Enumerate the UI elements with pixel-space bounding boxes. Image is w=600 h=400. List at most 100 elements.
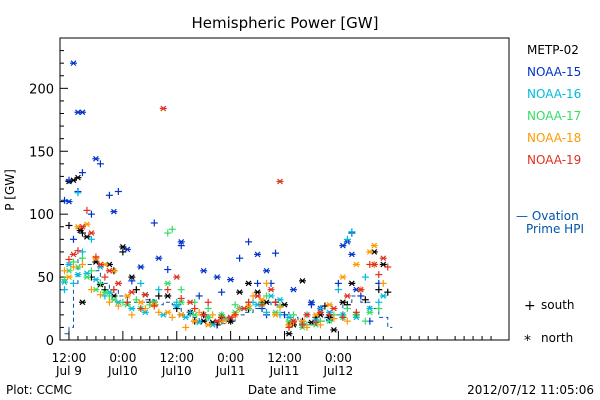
footer-credit: Plot: CCMC	[6, 383, 72, 397]
x-tick-date: Jul10	[161, 364, 192, 378]
y-tick-label: 200	[29, 82, 54, 97]
south-point	[334, 286, 342, 294]
north-point	[191, 311, 199, 318]
legend-entry-noaa-17: NOAA-17	[527, 109, 581, 123]
north-point	[128, 305, 136, 312]
north-point	[83, 233, 91, 240]
south-point	[361, 296, 369, 304]
north-point	[173, 303, 181, 309]
north-point	[258, 296, 266, 303]
north-point	[298, 318, 306, 324]
north-point	[366, 309, 374, 316]
legend-entry-noaa-16: NOAA-16	[527, 87, 581, 101]
north-point	[128, 274, 136, 280]
south-point	[316, 321, 324, 329]
north-point	[186, 299, 194, 306]
south-point	[285, 323, 293, 331]
north-point	[348, 280, 356, 287]
north-point	[240, 305, 248, 312]
south-point	[74, 247, 82, 255]
north-point	[128, 289, 136, 296]
north-point	[110, 296, 118, 303]
north-point	[370, 242, 378, 249]
north-point	[289, 286, 297, 293]
south-point	[78, 261, 86, 268]
south-point	[150, 219, 158, 227]
north-point	[213, 318, 221, 324]
south-point	[164, 229, 172, 237]
south-point	[177, 294, 185, 302]
north-point	[78, 223, 86, 230]
north-point	[325, 301, 333, 308]
south-point	[105, 292, 113, 300]
x-tick-label: 12:00	[159, 351, 194, 365]
south-point	[272, 298, 280, 306]
north-point	[74, 271, 82, 278]
south-point	[78, 254, 86, 262]
south-point	[87, 286, 95, 294]
south-point	[155, 292, 163, 300]
south-point	[263, 292, 271, 300]
y-tick-label: 50	[37, 271, 54, 286]
chart-title: Hemispheric Power [GW]	[192, 14, 379, 32]
south-point	[96, 160, 104, 168]
south-point	[245, 298, 253, 306]
south-point	[69, 279, 77, 287]
south-point	[375, 305, 383, 313]
y-tick-label: 100	[29, 208, 54, 223]
x-tick-label: 0:00	[217, 351, 244, 365]
south-point	[96, 291, 104, 299]
south-point	[65, 221, 73, 229]
south-point	[245, 238, 253, 246]
legend-south: + south	[524, 298, 575, 314]
x-axis-label: Date and Time	[248, 383, 336, 397]
south-point	[114, 302, 122, 310]
south-point	[263, 308, 271, 316]
south-point	[168, 225, 176, 233]
legend-south-label: south	[541, 298, 575, 312]
north-point	[164, 293, 172, 299]
north-point	[83, 274, 91, 280]
south-point	[60, 267, 68, 275]
data-points	[60, 60, 392, 337]
south-point	[74, 189, 82, 197]
south-point	[78, 169, 86, 177]
legend-entry-noaa-18: NOAA-18	[527, 131, 581, 145]
north-point	[123, 293, 131, 299]
north-point	[69, 251, 77, 258]
asterisk-marker-icon: *	[524, 333, 531, 349]
south-point	[65, 176, 73, 184]
north-point	[348, 251, 356, 258]
north-point	[65, 274, 73, 280]
north-point	[330, 327, 338, 333]
south-point	[218, 313, 226, 321]
south-point	[150, 302, 158, 310]
south-point	[218, 288, 226, 296]
north-point	[191, 318, 199, 324]
north-point	[352, 261, 360, 268]
south-point	[343, 235, 351, 243]
north-point	[339, 299, 347, 306]
north-point	[276, 296, 284, 303]
south-point	[92, 253, 100, 261]
north-point	[96, 261, 104, 268]
legend-entry-noaa-15: NOAA-15	[527, 65, 581, 79]
south-point	[343, 317, 351, 325]
y-tick-label: 0	[46, 334, 54, 349]
south-point	[375, 271, 383, 279]
south-point	[128, 277, 136, 285]
north-point	[87, 230, 95, 236]
north-point	[285, 330, 293, 337]
north-point	[298, 277, 306, 284]
north-point	[164, 280, 172, 287]
south-point	[379, 279, 387, 287]
north-point	[76, 227, 84, 234]
south-point	[69, 263, 77, 271]
x-tick-date: Jul10	[107, 364, 138, 378]
south-point	[83, 206, 91, 214]
north-point	[366, 249, 374, 255]
south-point	[316, 305, 324, 313]
north-point	[213, 274, 221, 280]
